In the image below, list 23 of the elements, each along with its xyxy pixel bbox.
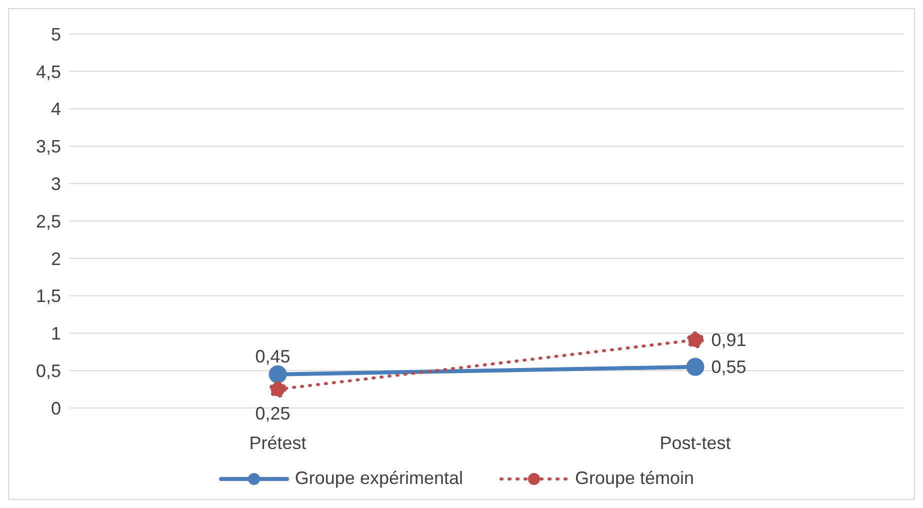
legend-label: Groupe expérimental — [294, 468, 463, 489]
data-label: 0,45 — [255, 346, 290, 366]
y-tick-label: 1,5 — [36, 286, 61, 306]
x-tick-label: Post-test — [660, 432, 731, 453]
data-label: 0,55 — [711, 356, 746, 377]
y-tick-label: 0,5 — [36, 360, 61, 381]
x-tick-label: Prétest — [249, 432, 306, 453]
y-tick-label: 2,5 — [36, 211, 61, 232]
y-tick-label: 5 — [50, 24, 61, 44]
point — [686, 331, 704, 348]
legend-label: Groupe témoin — [575, 468, 694, 489]
y-tick-label: 3,5 — [36, 136, 61, 157]
y-tick-label: 2 — [50, 248, 61, 269]
y-tick-label: 3 — [50, 174, 61, 194]
point — [268, 365, 287, 384]
data-label: 0,25 — [255, 403, 290, 424]
point — [686, 358, 704, 376]
point — [269, 380, 286, 398]
y-tick-label: 0 — [50, 398, 61, 418]
data-label: 0,91 — [711, 330, 746, 350]
y-tick-label: 4 — [50, 99, 61, 120]
y-tick-label: 1 — [50, 324, 61, 344]
y-tick-label: 4,5 — [36, 62, 61, 82]
